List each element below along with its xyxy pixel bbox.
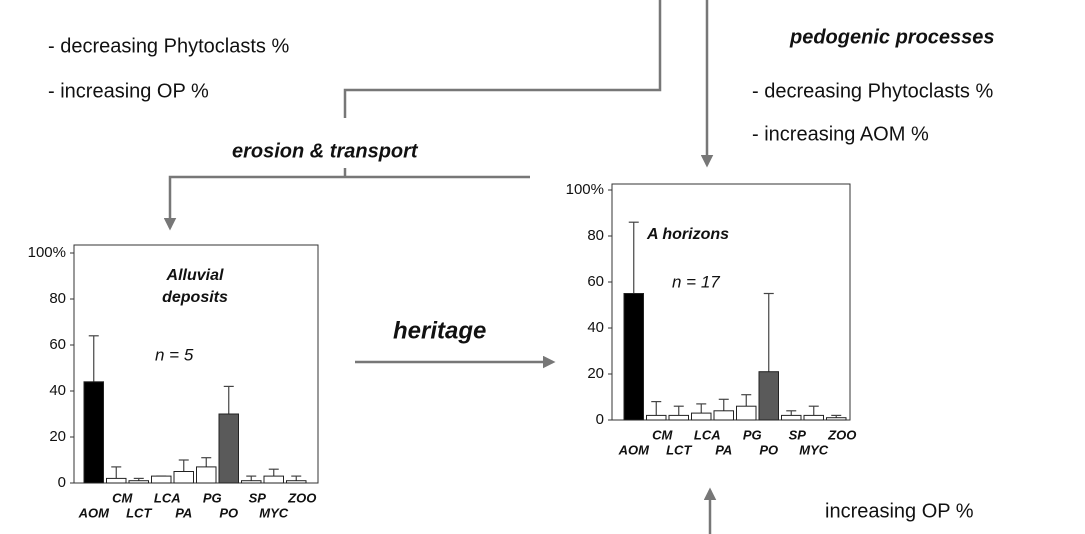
bar	[286, 480, 307, 484]
bar	[128, 480, 149, 484]
x-tick-label: PO	[759, 442, 778, 457]
x-tick-label: PG	[203, 490, 222, 505]
bar	[691, 412, 712, 421]
x-tick-label: SP	[789, 427, 807, 442]
y-tick-label: 0	[596, 411, 604, 428]
annotation: - decreasing Phytoclasts %	[48, 35, 289, 57]
flow-arrow	[163, 175, 530, 231]
y-tick-label: 40	[49, 382, 66, 399]
bar	[218, 413, 239, 484]
bar	[781, 414, 802, 421]
y-tick-label: 20	[587, 365, 604, 382]
x-tick-label: AOM	[78, 505, 111, 520]
x-tick-label: CM	[652, 427, 673, 442]
sample-size: n = 5	[155, 345, 194, 364]
plot-frame	[611, 183, 851, 421]
x-tick-label: CM	[112, 490, 133, 505]
x-tick-label: MYC	[259, 505, 289, 520]
bar	[106, 477, 127, 484]
x-tick-label: SP	[249, 490, 267, 505]
bar	[646, 414, 667, 421]
annotation: - decreasing Phytoclasts %	[752, 80, 993, 102]
bar	[83, 381, 104, 484]
x-tick-label: LCA	[694, 427, 721, 442]
x-tick-label: AOM	[618, 442, 651, 457]
sample-size: n = 17	[672, 272, 720, 291]
y-tick-label: 80	[587, 227, 604, 244]
bar	[263, 475, 284, 484]
y-tick-label: 60	[49, 336, 66, 353]
bar	[623, 293, 644, 421]
x-tick-label: PA	[175, 505, 192, 520]
x-tick-label: MYC	[799, 442, 829, 457]
bar	[668, 414, 689, 421]
chart-title: A horizons	[646, 226, 729, 243]
bar	[826, 417, 847, 421]
y-tick-label: 100%	[566, 181, 604, 198]
chart-title: Alluvial	[166, 267, 224, 284]
bar	[713, 410, 734, 421]
chart-title: deposits	[162, 289, 228, 306]
x-tick-label: LCA	[154, 490, 181, 505]
x-tick-label: ZOO	[287, 490, 316, 505]
process-label: pedogenic processes	[789, 26, 995, 48]
flow-line	[343, 0, 662, 118]
y-tick-label: 40	[587, 319, 604, 336]
x-tick-label: PA	[715, 442, 732, 457]
x-tick-label: LCT	[666, 442, 692, 457]
y-tick-label: 100%	[28, 244, 66, 261]
annotation: - increasing AOM %	[752, 123, 929, 145]
x-tick-label: PO	[219, 505, 238, 520]
bar	[196, 466, 217, 484]
y-tick-label: 20	[49, 428, 66, 445]
x-tick-label: PG	[743, 427, 762, 442]
bar	[151, 475, 172, 484]
annotation: - increasing OP %	[48, 80, 209, 102]
x-tick-label: LCT	[126, 505, 152, 520]
bar	[736, 405, 757, 421]
process-label: heritage	[393, 317, 486, 344]
arrows	[163, 0, 717, 534]
bar	[803, 414, 824, 421]
bar	[758, 371, 779, 421]
y-tick-label: 60	[587, 273, 604, 290]
y-tick-label: 0	[58, 474, 66, 491]
annotation: increasing OP %	[825, 500, 974, 522]
bar	[241, 480, 262, 484]
y-tick-label: 80	[49, 290, 66, 307]
bar	[173, 471, 194, 484]
process-label: erosion & transport	[232, 140, 419, 162]
x-tick-label: ZOO	[827, 427, 856, 442]
